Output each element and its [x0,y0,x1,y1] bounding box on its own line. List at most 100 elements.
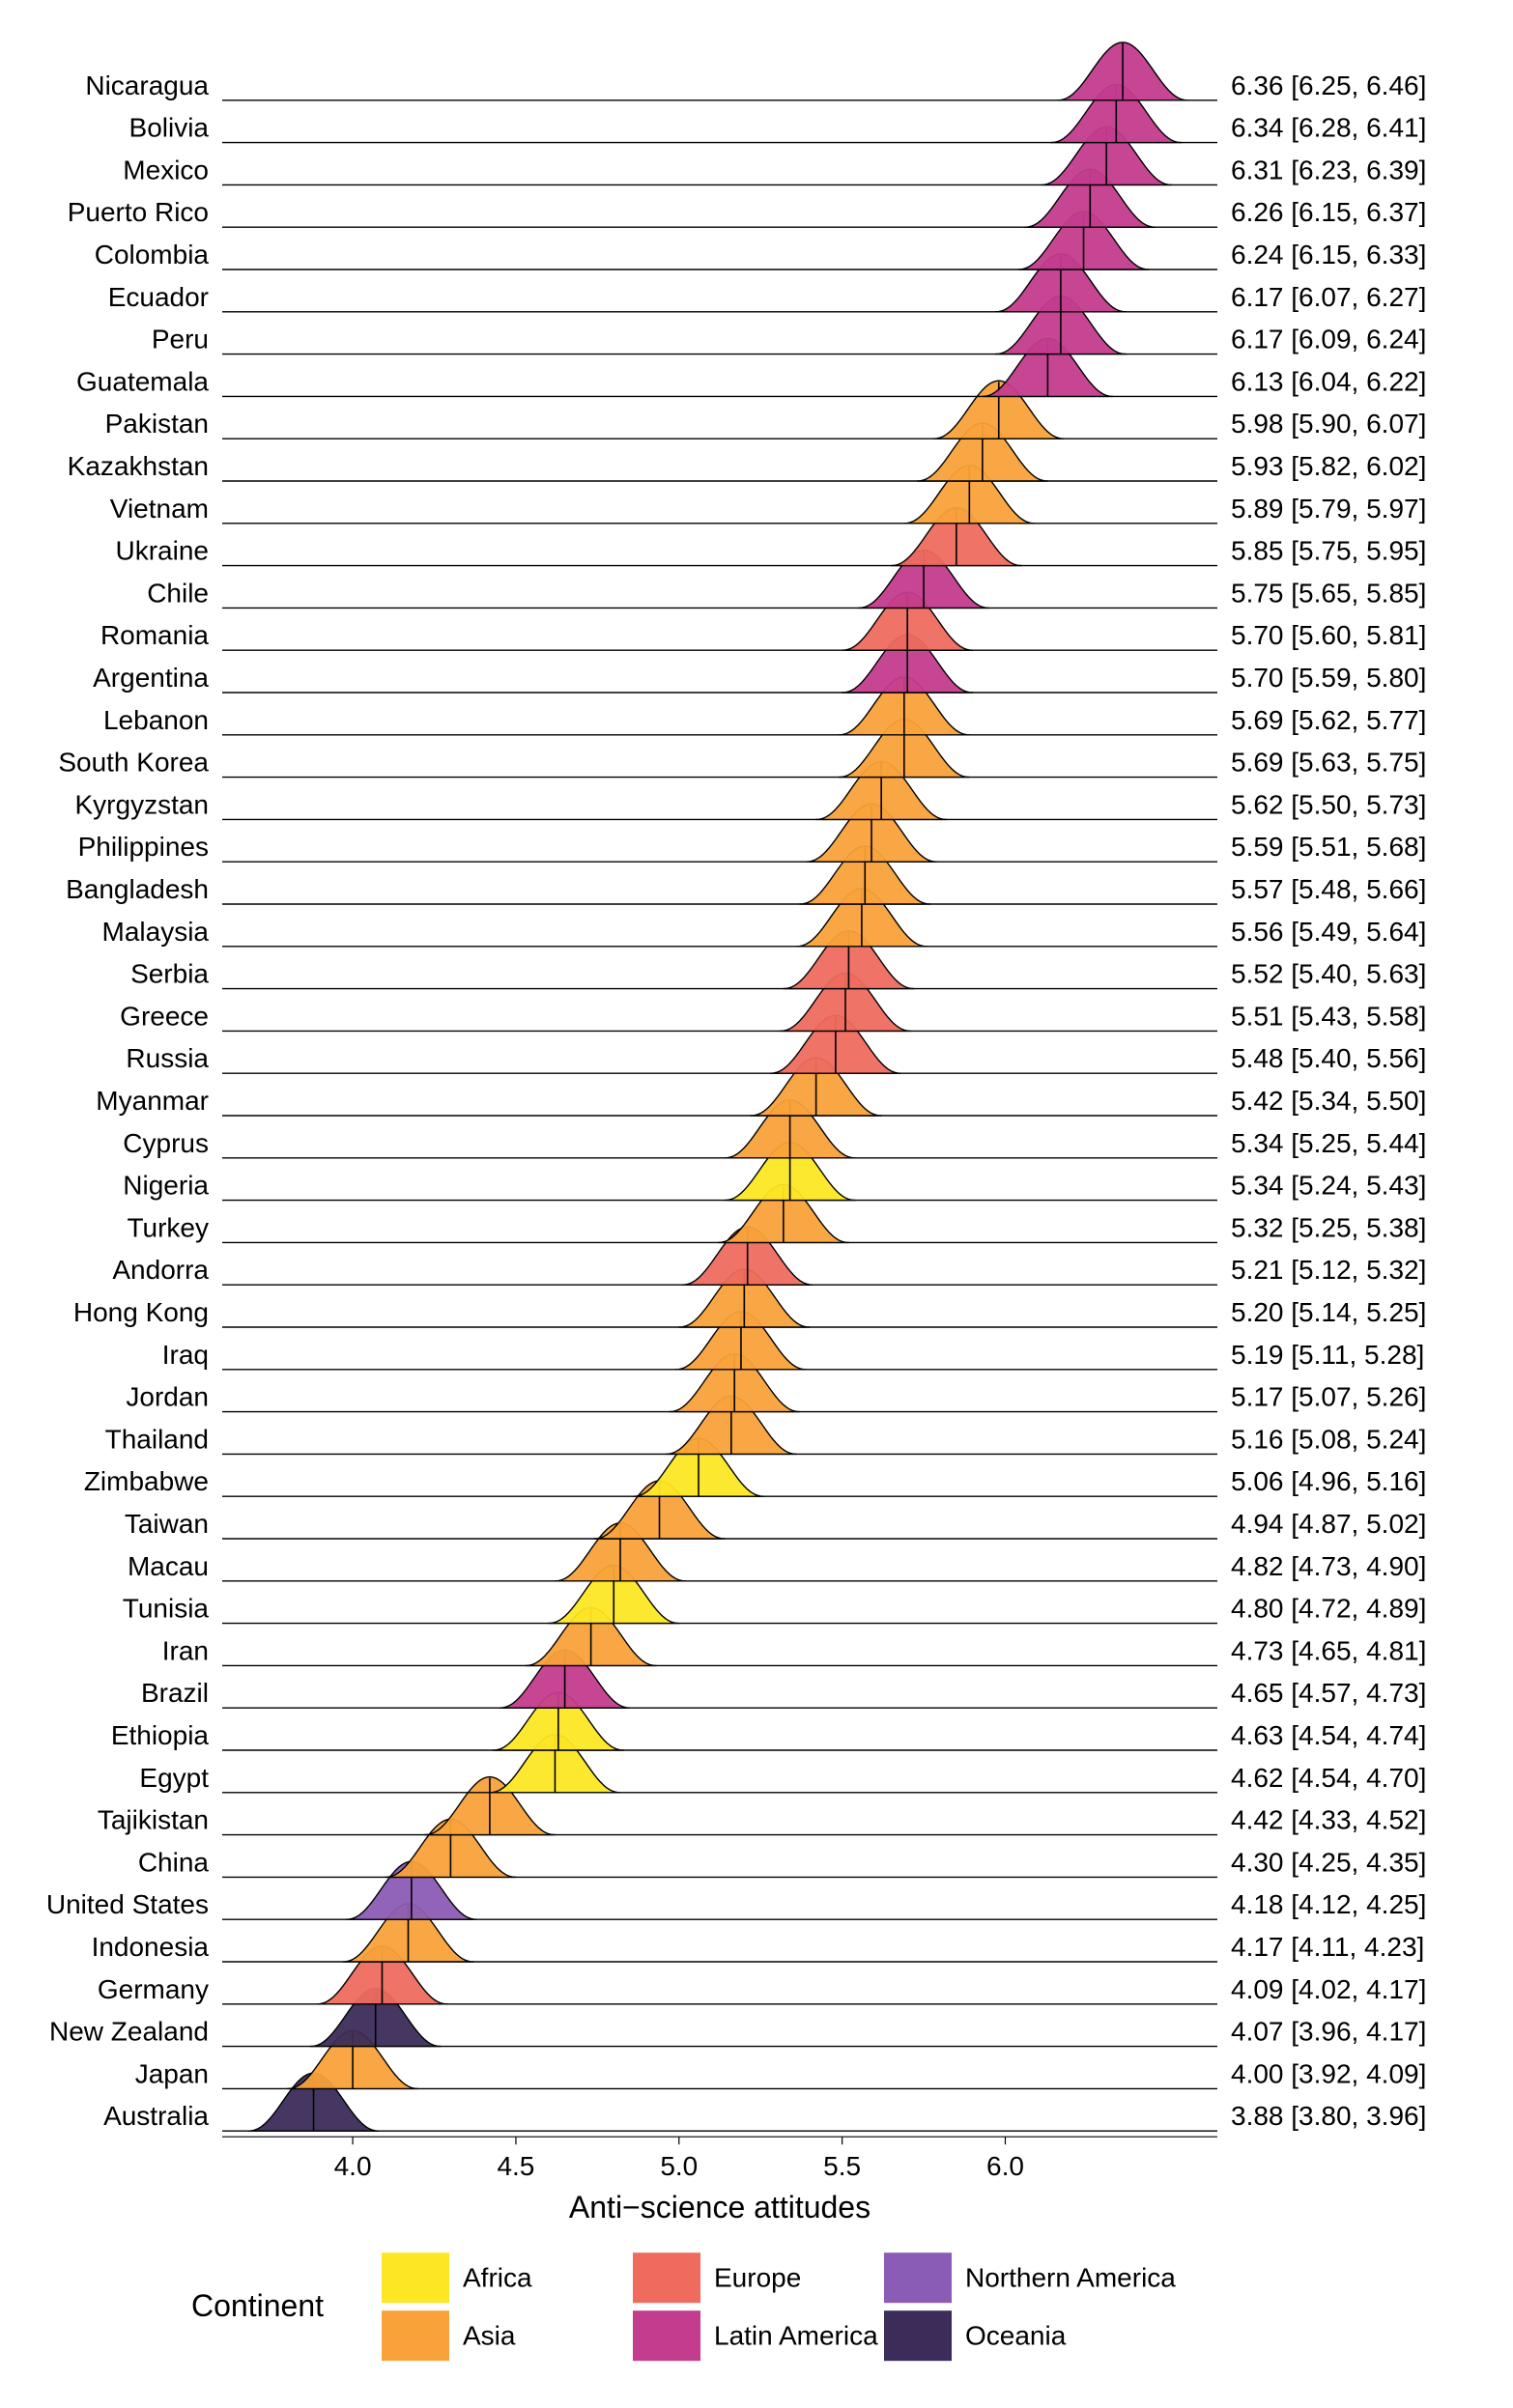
legend-label: Latin America [714,2321,878,2351]
value-annotation: 5.85 [5.75, 5.95] [1231,536,1426,566]
value-annotation: 5.16 [5.08, 5.24] [1231,1424,1426,1454]
value-annotation: 4.07 [3.96, 4.17] [1231,2017,1426,2047]
value-annotation: 5.21 [5.12, 5.32] [1231,1255,1426,1285]
value-annotation: 5.34 [5.25, 5.44] [1231,1128,1426,1158]
value-annotation: 6.26 [6.15, 6.37] [1231,197,1426,227]
value-annotation: 5.62 [5.50, 5.73] [1231,789,1426,819]
country-label: Iran [162,1635,209,1665]
country-label: Taiwan [125,1509,209,1539]
ridge-row [222,1861,1217,1919]
ridge-row [222,1143,1217,1201]
ridge-row [222,42,1217,100]
value-annotation: 5.34 [5.24, 5.43] [1231,1171,1426,1201]
country-label: Ukraine [116,536,209,566]
value-annotation: 4.00 [3.92, 4.09] [1231,2058,1426,2088]
country-label: Egypt [139,1763,209,1793]
x-axis-tick-label: 5.5 [823,2151,861,2181]
legend-swatch [382,2310,449,2361]
country-label: Peru [152,325,209,354]
ridge-row [222,677,1217,735]
value-annotation: 5.59 [5.51, 5.68] [1231,832,1426,862]
value-annotation: 5.32 [5.25, 5.38] [1231,1212,1426,1242]
x-axis-tick-label: 5.0 [660,2151,698,2181]
value-annotation: 6.13 [6.04, 6.22] [1231,366,1426,396]
ridge-row [222,466,1217,524]
ridge-row [222,761,1217,819]
value-annotation: 4.17 [4.11, 4.23] [1231,1932,1424,1962]
country-label: Colombia [95,240,210,269]
ridge-row [222,931,1217,989]
ridge-row [222,423,1217,481]
country-label: Serbia [130,959,209,989]
country-label: Argentina [93,663,209,693]
country-label: Mexico [123,155,209,184]
ridge-row [222,1819,1217,1877]
ridge-row [222,846,1217,904]
country-label: Turkey [127,1212,209,1242]
x-axis-title: Anti−science attitudes [569,2190,871,2224]
value-annotation: 5.75 [5.65, 5.85] [1231,578,1426,608]
value-annotation: 5.19 [5.11, 5.28] [1231,1340,1424,1370]
ridge-row [222,1692,1217,1750]
country-label: Nicaragua [85,71,209,100]
ridge-row [222,550,1217,608]
value-annotation: 4.94 [4.87, 5.02] [1231,1509,1426,1539]
country-label: Australia [103,2101,209,2131]
country-label: Myanmar [96,1086,209,1116]
country-label: United States [46,1889,209,1919]
country-label: Cyprus [123,1128,209,1158]
country-label: Kyrgyzstan [75,789,210,819]
ridge-row [222,1735,1217,1793]
country-label: New Zealand [49,2017,209,2047]
country-label: Philippines [78,832,209,862]
value-annotation: 4.82 [4.73, 4.90] [1231,1551,1426,1581]
country-label: Macau [128,1551,209,1581]
ridge-row [222,1650,1217,1708]
value-annotation: 6.17 [6.09, 6.24] [1231,325,1426,354]
country-label: Ecuador [108,282,209,312]
value-annotation: 4.30 [4.25, 4.35] [1231,1847,1426,1877]
ridgeline-chart: Nicaragua6.36 [6.25, 6.46]Bolivia6.34 [6… [0,0,1513,2408]
ridge-row [222,889,1217,947]
legend-swatch [884,2252,952,2303]
country-label: Guatemala [76,366,209,396]
country-label: Germany [98,1974,209,2004]
country-label: Brazil [141,1678,209,1708]
x-axis-tick-label: 6.0 [986,2151,1024,2181]
ridges-group [222,42,1217,2131]
value-annotation: 5.69 [5.63, 5.75] [1231,748,1426,778]
country-label: Bangladesh [66,874,209,904]
value-annotation: 4.42 [4.33, 4.52] [1231,1805,1426,1835]
country-label: Chile [147,578,209,608]
ridge-row [222,1058,1217,1116]
value-annotation: 5.56 [5.49, 5.64] [1231,917,1426,947]
ridge-row [222,1100,1217,1158]
value-annotation: 5.69 [5.62, 5.77] [1231,705,1426,735]
country-label: Lebanon [103,705,209,735]
ridge-row [222,592,1217,650]
country-label: Japan [135,2058,209,2088]
ridge-row [222,1523,1217,1581]
value-annotation: 5.51 [5.43, 5.58] [1231,1001,1426,1031]
legend-title: Continent [191,2288,324,2323]
value-annotation: 4.73 [4.65, 4.81] [1231,1635,1426,1665]
country-label: Jordan [126,1382,209,1412]
legend-label: Europe [714,2263,801,2293]
country-label: Greece [120,1001,209,1031]
country-label: Tajikistan [98,1805,209,1835]
value-annotation: 5.17 [5.07, 5.26] [1231,1382,1426,1412]
value-annotation: 5.42 [5.34, 5.50] [1231,1086,1426,1116]
value-annotation: 5.98 [5.90, 6.07] [1231,409,1426,439]
value-annotation: 6.24 [6.15, 6.33] [1231,240,1426,269]
ridge-row [222,973,1217,1031]
country-label: Andorra [112,1255,209,1285]
country-label: Zimbabwe [84,1466,209,1496]
value-annotation: 6.36 [6.25, 6.46] [1231,71,1426,100]
value-annotation: 5.89 [5.79, 5.97] [1231,494,1426,524]
country-label: Hong Kong [73,1297,209,1327]
country-label: Iraq [162,1340,209,1370]
country-label: Russia [126,1043,209,1073]
legend-label: Oceania [965,2321,1067,2351]
value-annotation: 6.31 [6.23, 6.39] [1231,155,1426,184]
country-label: Kazakhstan [68,451,209,481]
